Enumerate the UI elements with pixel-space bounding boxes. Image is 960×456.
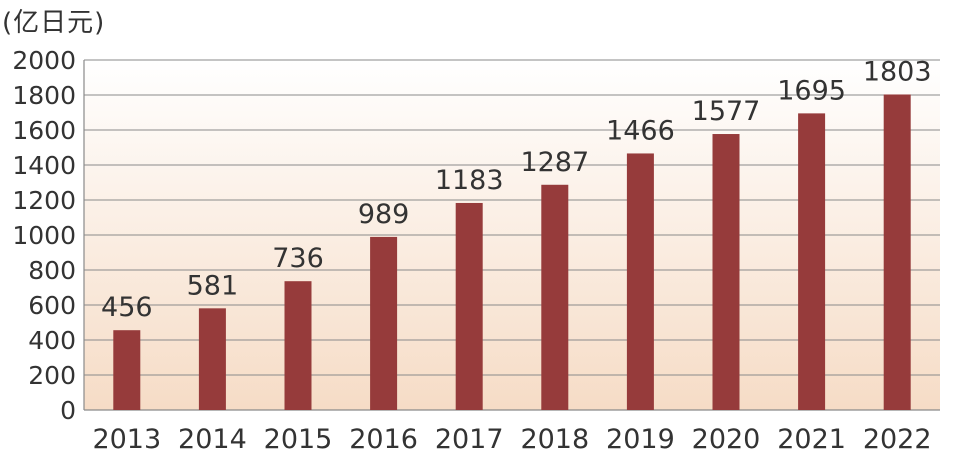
x-tick-label: 2020	[692, 424, 761, 455]
y-tick-label: 1000	[12, 221, 76, 250]
x-tick-label: 2015	[264, 424, 333, 455]
y-axis-ticks: 0 200 400 600 800 1000 1200 1400 1600 1800 2000	[12, 46, 76, 425]
y-tick-label: 600	[28, 291, 76, 320]
bar-2022	[883, 94, 911, 410]
data-label-2015: 736	[272, 243, 324, 274]
data-label-2018: 1287	[520, 147, 589, 178]
data-label-2021: 1695	[777, 75, 846, 106]
data-label-2020: 1577	[692, 96, 761, 127]
y-tick-label: 1400	[12, 151, 76, 180]
data-label-2019: 1466	[606, 115, 675, 146]
data-label-2017: 1183	[435, 165, 504, 196]
bar-2020	[712, 134, 740, 410]
bar-2018	[541, 184, 569, 410]
y-tick-label: 800	[28, 256, 76, 285]
bar-2015	[284, 281, 312, 410]
y-tick-label: 1600	[12, 116, 76, 145]
bar-2021	[798, 113, 826, 410]
y-axis-unit-label: (亿日元)	[2, 8, 106, 38]
y-tick-label: 0	[60, 396, 76, 425]
bar-2014	[198, 308, 226, 410]
x-tick-label: 2013	[92, 424, 161, 455]
x-tick-label: 2022	[863, 424, 932, 455]
x-tick-label: 2018	[520, 424, 589, 455]
y-tick-label: 1800	[12, 81, 76, 110]
x-axis-ticks: 2013 2014 2015 2016 2017 2018 2019 2020 2021 2022	[92, 424, 931, 455]
data-label-2013: 456	[101, 292, 153, 323]
data-labels: 456 581 736 989 1183 1287 1466 1577 1695 1803	[101, 56, 932, 323]
data-label-2016: 989	[358, 199, 410, 230]
bar-2017	[455, 202, 483, 410]
data-label-2022: 1803	[863, 56, 932, 87]
y-tick-label: 2000	[12, 46, 76, 75]
x-tick-label: 2017	[435, 424, 504, 455]
y-tick-label: 1200	[12, 186, 76, 215]
x-tick-label: 2014	[178, 424, 247, 455]
bars	[113, 94, 911, 410]
bar-2016	[370, 236, 398, 410]
gridlines	[83, 59, 940, 411]
data-label-2014: 581	[187, 270, 239, 301]
y-tick-label: 200	[28, 361, 76, 390]
x-tick-label: 2016	[349, 424, 418, 455]
x-tick-label: 2019	[606, 424, 675, 455]
bar-2013	[113, 330, 141, 410]
y-tick-label: 400	[28, 326, 76, 355]
bar-2019	[626, 153, 654, 410]
x-tick-label: 2021	[777, 424, 846, 455]
